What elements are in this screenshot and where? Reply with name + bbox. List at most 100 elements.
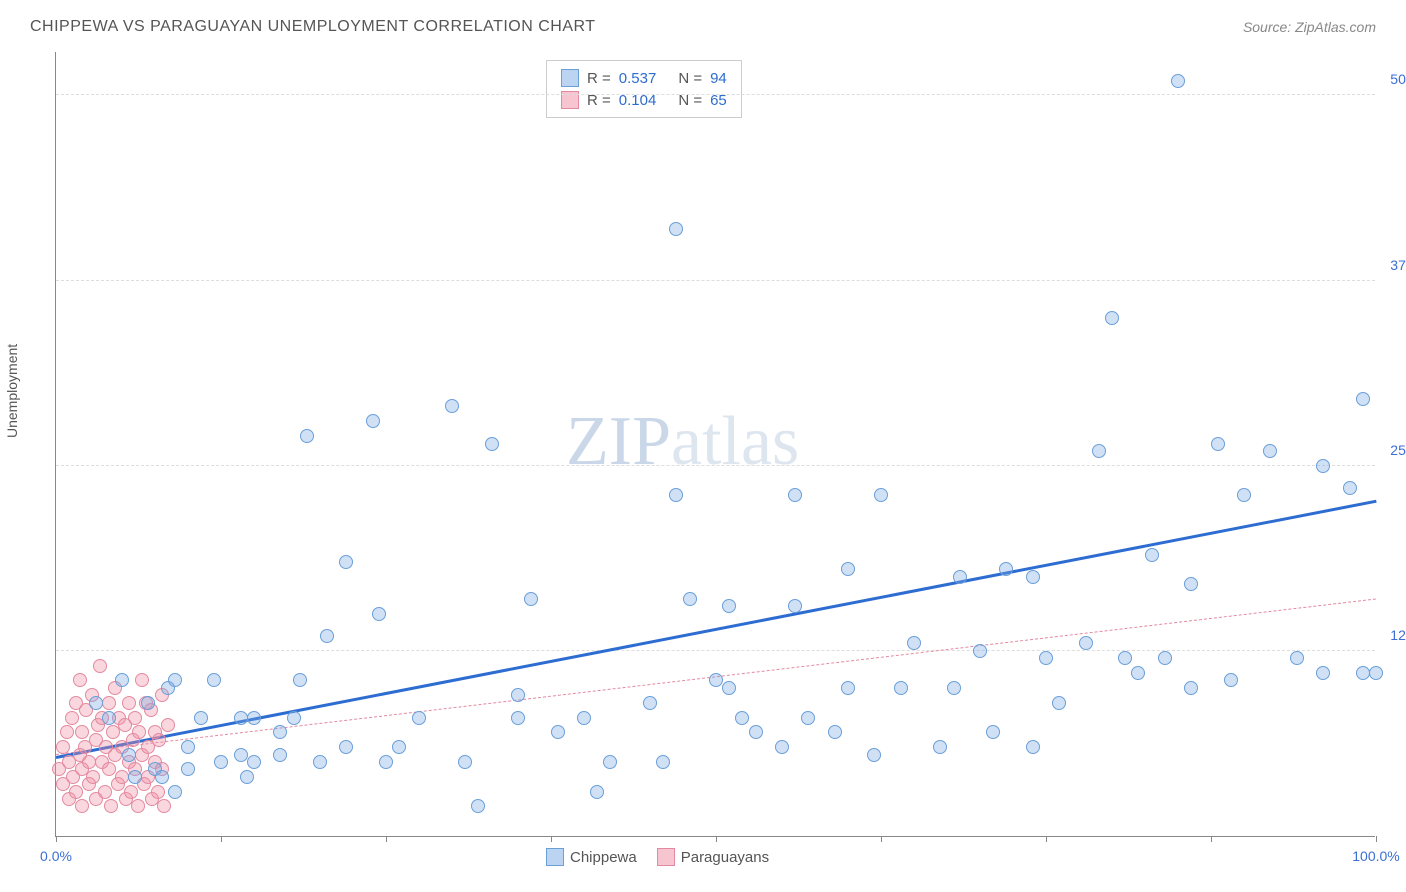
gridline [56,94,1375,95]
data-point-chippewa [214,755,228,769]
data-point-chippewa [511,688,525,702]
data-point-chippewa [933,740,947,754]
data-point-paraguayans [157,799,171,813]
y-tick-label: 37.5% [1390,257,1406,273]
data-point-chippewa [735,711,749,725]
data-point-chippewa [122,748,136,762]
data-point-chippewa [458,755,472,769]
y-tick-label: 25.0% [1390,442,1406,458]
data-point-chippewa [287,711,301,725]
data-point-chippewa [339,555,353,569]
data-point-chippewa [953,570,967,584]
data-point-chippewa [247,711,261,725]
data-point-chippewa [1158,651,1172,665]
data-point-chippewa [1316,666,1330,680]
x-tick [1046,836,1047,842]
legend-r-label: R = [587,70,611,87]
data-point-chippewa [986,725,1000,739]
legend-n-label: N = [678,70,702,87]
legend-swatch [546,848,564,866]
gridline [56,650,1375,651]
header: CHIPPEWA VS PARAGUAYAN UNEMPLOYMENT CORR… [0,0,1406,46]
data-point-chippewa [240,770,254,784]
data-point-chippewa [392,740,406,754]
legend-swatch [657,848,675,866]
data-point-chippewa [1211,437,1225,451]
data-point-chippewa [168,785,182,799]
data-point-chippewa [669,222,683,236]
data-point-chippewa [1092,444,1106,458]
data-point-paraguayans [93,659,107,673]
data-point-paraguayans [152,733,166,747]
data-point-chippewa [669,488,683,502]
data-point-chippewa [168,673,182,687]
legend-series: Chippewa Paraguayans [546,848,769,866]
data-point-paraguayans [56,740,70,754]
data-point-chippewa [471,799,485,813]
y-axis-label: Unemployment [4,344,20,438]
data-point-chippewa [313,755,327,769]
data-point-chippewa [1131,666,1145,680]
legend-stat-row: R = 0.104N = 65 [561,89,727,111]
data-point-chippewa [1290,651,1304,665]
data-point-chippewa [577,711,591,725]
data-point-chippewa [1079,636,1093,650]
data-point-chippewa [722,681,736,695]
data-point-chippewa [1184,681,1198,695]
data-point-chippewa [1039,651,1053,665]
data-point-paraguayans [115,770,129,784]
data-point-chippewa [1237,488,1251,502]
data-point-chippewa [181,762,195,776]
data-point-chippewa [1263,444,1277,458]
y-tick-label: 12.5% [1390,627,1406,643]
data-point-chippewa [788,488,802,502]
data-point-paraguayans [86,770,100,784]
data-point-chippewa [293,673,307,687]
watermark: ZIPatlas [566,402,799,482]
data-point-paraguayans [161,718,175,732]
data-point-chippewa [115,673,129,687]
data-point-chippewa [379,755,393,769]
data-point-chippewa [749,725,763,739]
data-point-paraguayans [65,711,79,725]
data-point-chippewa [801,711,815,725]
data-point-chippewa [1184,577,1198,591]
legend-series-label: Paraguayans [681,849,769,866]
data-point-chippewa [1171,74,1185,88]
data-point-paraguayans [135,673,149,687]
data-point-chippewa [841,562,855,576]
legend-r-value: 0.537 [619,70,657,87]
data-point-paraguayans [151,785,165,799]
legend-series-label: Chippewa [570,849,637,866]
legend-swatch [561,69,579,87]
data-point-chippewa [722,599,736,613]
y-tick-label: 50.0% [1390,71,1406,87]
data-point-chippewa [181,740,195,754]
data-point-paraguayans [75,725,89,739]
data-point-chippewa [247,755,261,769]
data-point-paraguayans [75,799,89,813]
data-point-chippewa [683,592,697,606]
data-point-chippewa [709,673,723,687]
data-point-chippewa [551,725,565,739]
data-point-chippewa [590,785,604,799]
x-tick [56,836,57,842]
data-point-chippewa [907,636,921,650]
x-tick-label: 0.0% [40,848,72,864]
data-point-chippewa [234,748,248,762]
data-point-paraguayans [122,696,136,710]
data-point-chippewa [643,696,657,710]
data-point-paraguayans [73,673,87,687]
data-point-chippewa [1356,666,1370,680]
x-tick [551,836,552,842]
x-tick [716,836,717,842]
data-point-chippewa [524,592,538,606]
data-point-chippewa [867,748,881,762]
data-point-paraguayans [102,762,116,776]
data-point-paraguayans [128,711,142,725]
data-point-chippewa [1369,666,1383,680]
data-point-chippewa [947,681,961,695]
data-point-chippewa [1224,673,1238,687]
legend-stat-row: R = 0.537N = 94 [561,67,727,89]
legend-series-item: Chippewa [546,848,637,866]
